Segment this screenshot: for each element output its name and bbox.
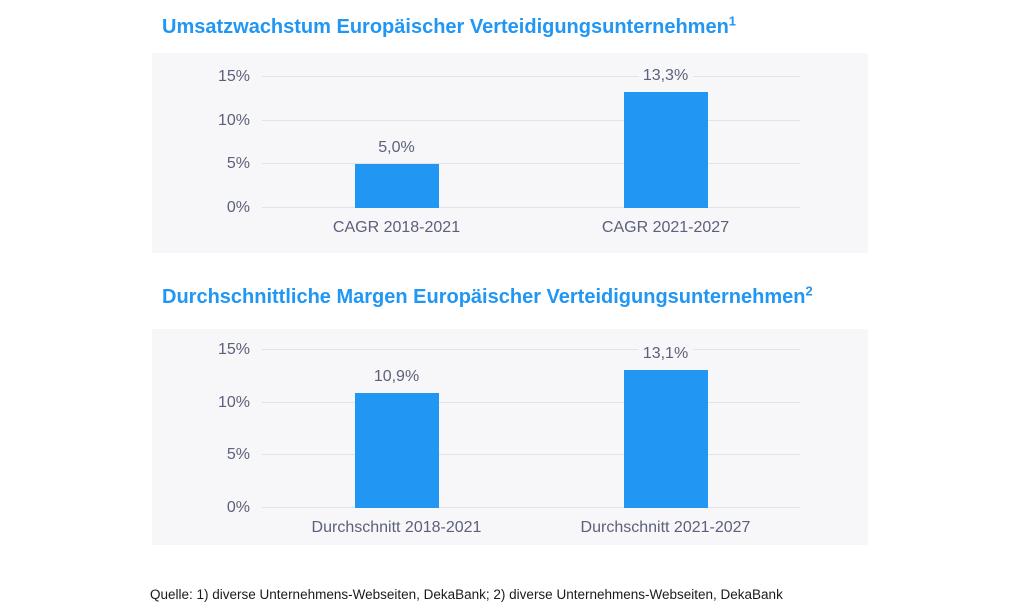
bar-value-label: 13,1% <box>637 344 694 365</box>
bar-value-label: 5,0% <box>373 138 420 159</box>
gridline-0% <box>262 507 800 508</box>
revenue-growth-chart-title-text: Umsatzwachstum Europäischer Verteidigung… <box>162 16 729 38</box>
gridline-5% <box>262 163 800 165</box>
x-axis-category-label: CAGR 2018-2021 <box>332 219 461 236</box>
x-axis-category-label: Durchschnitt 2021-2027 <box>580 519 751 536</box>
y-axis-tick-label: 10% <box>217 111 250 129</box>
bar-value-label: 13,3% <box>637 65 694 86</box>
bar-cagr-2021-2027 <box>623 91 708 208</box>
average-margins-chart-panel: 0% 5% 10% 15% 10,9% Durchschnitt 2018-2021 13,… <box>152 329 868 545</box>
source-note: Quelle: 1) diverse Unternehmens-Webseite… <box>150 587 783 602</box>
revenue-growth-chart-title: Umsatzwachstum Europäischer Verteidigung… <box>162 13 737 39</box>
gridline-10% <box>262 119 800 121</box>
y-axis-tick-label: 5% <box>226 446 250 464</box>
gridline-15% <box>262 76 800 77</box>
average-margins-chart-title-text: Durchschnittliche Margen Europäischer Ve… <box>162 286 806 308</box>
bar-cagr-2018-2021 <box>354 164 439 208</box>
gridline-5% <box>262 454 800 456</box>
y-axis-tick-label: 0% <box>226 499 250 516</box>
average-margins-footnote-marker: 2 <box>805 283 813 299</box>
y-axis-tick-label: 10% <box>217 393 250 411</box>
y-axis-tick-label: 0% <box>226 199 250 216</box>
bar-value-label: 10,9% <box>368 367 425 388</box>
revenue-growth-chart-panel: 0% 5% 10% 15% 5,0% CAGR 2018-2021 13,3% CAGR 20… <box>152 53 868 253</box>
revenue-growth-plot-area: 0% 5% 10% 15% 5,0% CAGR 2018-2021 13,3% CAGR 20… <box>218 65 800 236</box>
revenue-growth-footnote-marker: 1 <box>728 13 737 29</box>
y-axis-tick-label: 15% <box>217 68 250 85</box>
gridline-10% <box>262 401 800 403</box>
x-axis-category-label: Durchschnitt 2018-2021 <box>311 519 482 536</box>
average-margins-chart-title: Durchschnittliche Margen Europäischer Ve… <box>162 283 813 309</box>
gridline-0% <box>262 207 800 208</box>
x-axis-category-label: CAGR 2021-2027 <box>601 219 730 236</box>
y-axis-tick-label: 5% <box>226 155 250 173</box>
gridline-15% <box>262 349 800 350</box>
y-axis-tick-label: 15% <box>217 341 250 358</box>
bar-durchschnitt-2021-2027 <box>623 370 708 508</box>
average-margins-plot-area: 0% 5% 10% 15% 10,9% Durchschnitt 2018-2021 13,… <box>218 341 800 536</box>
bar-durchschnitt-2018-2021 <box>354 393 439 508</box>
